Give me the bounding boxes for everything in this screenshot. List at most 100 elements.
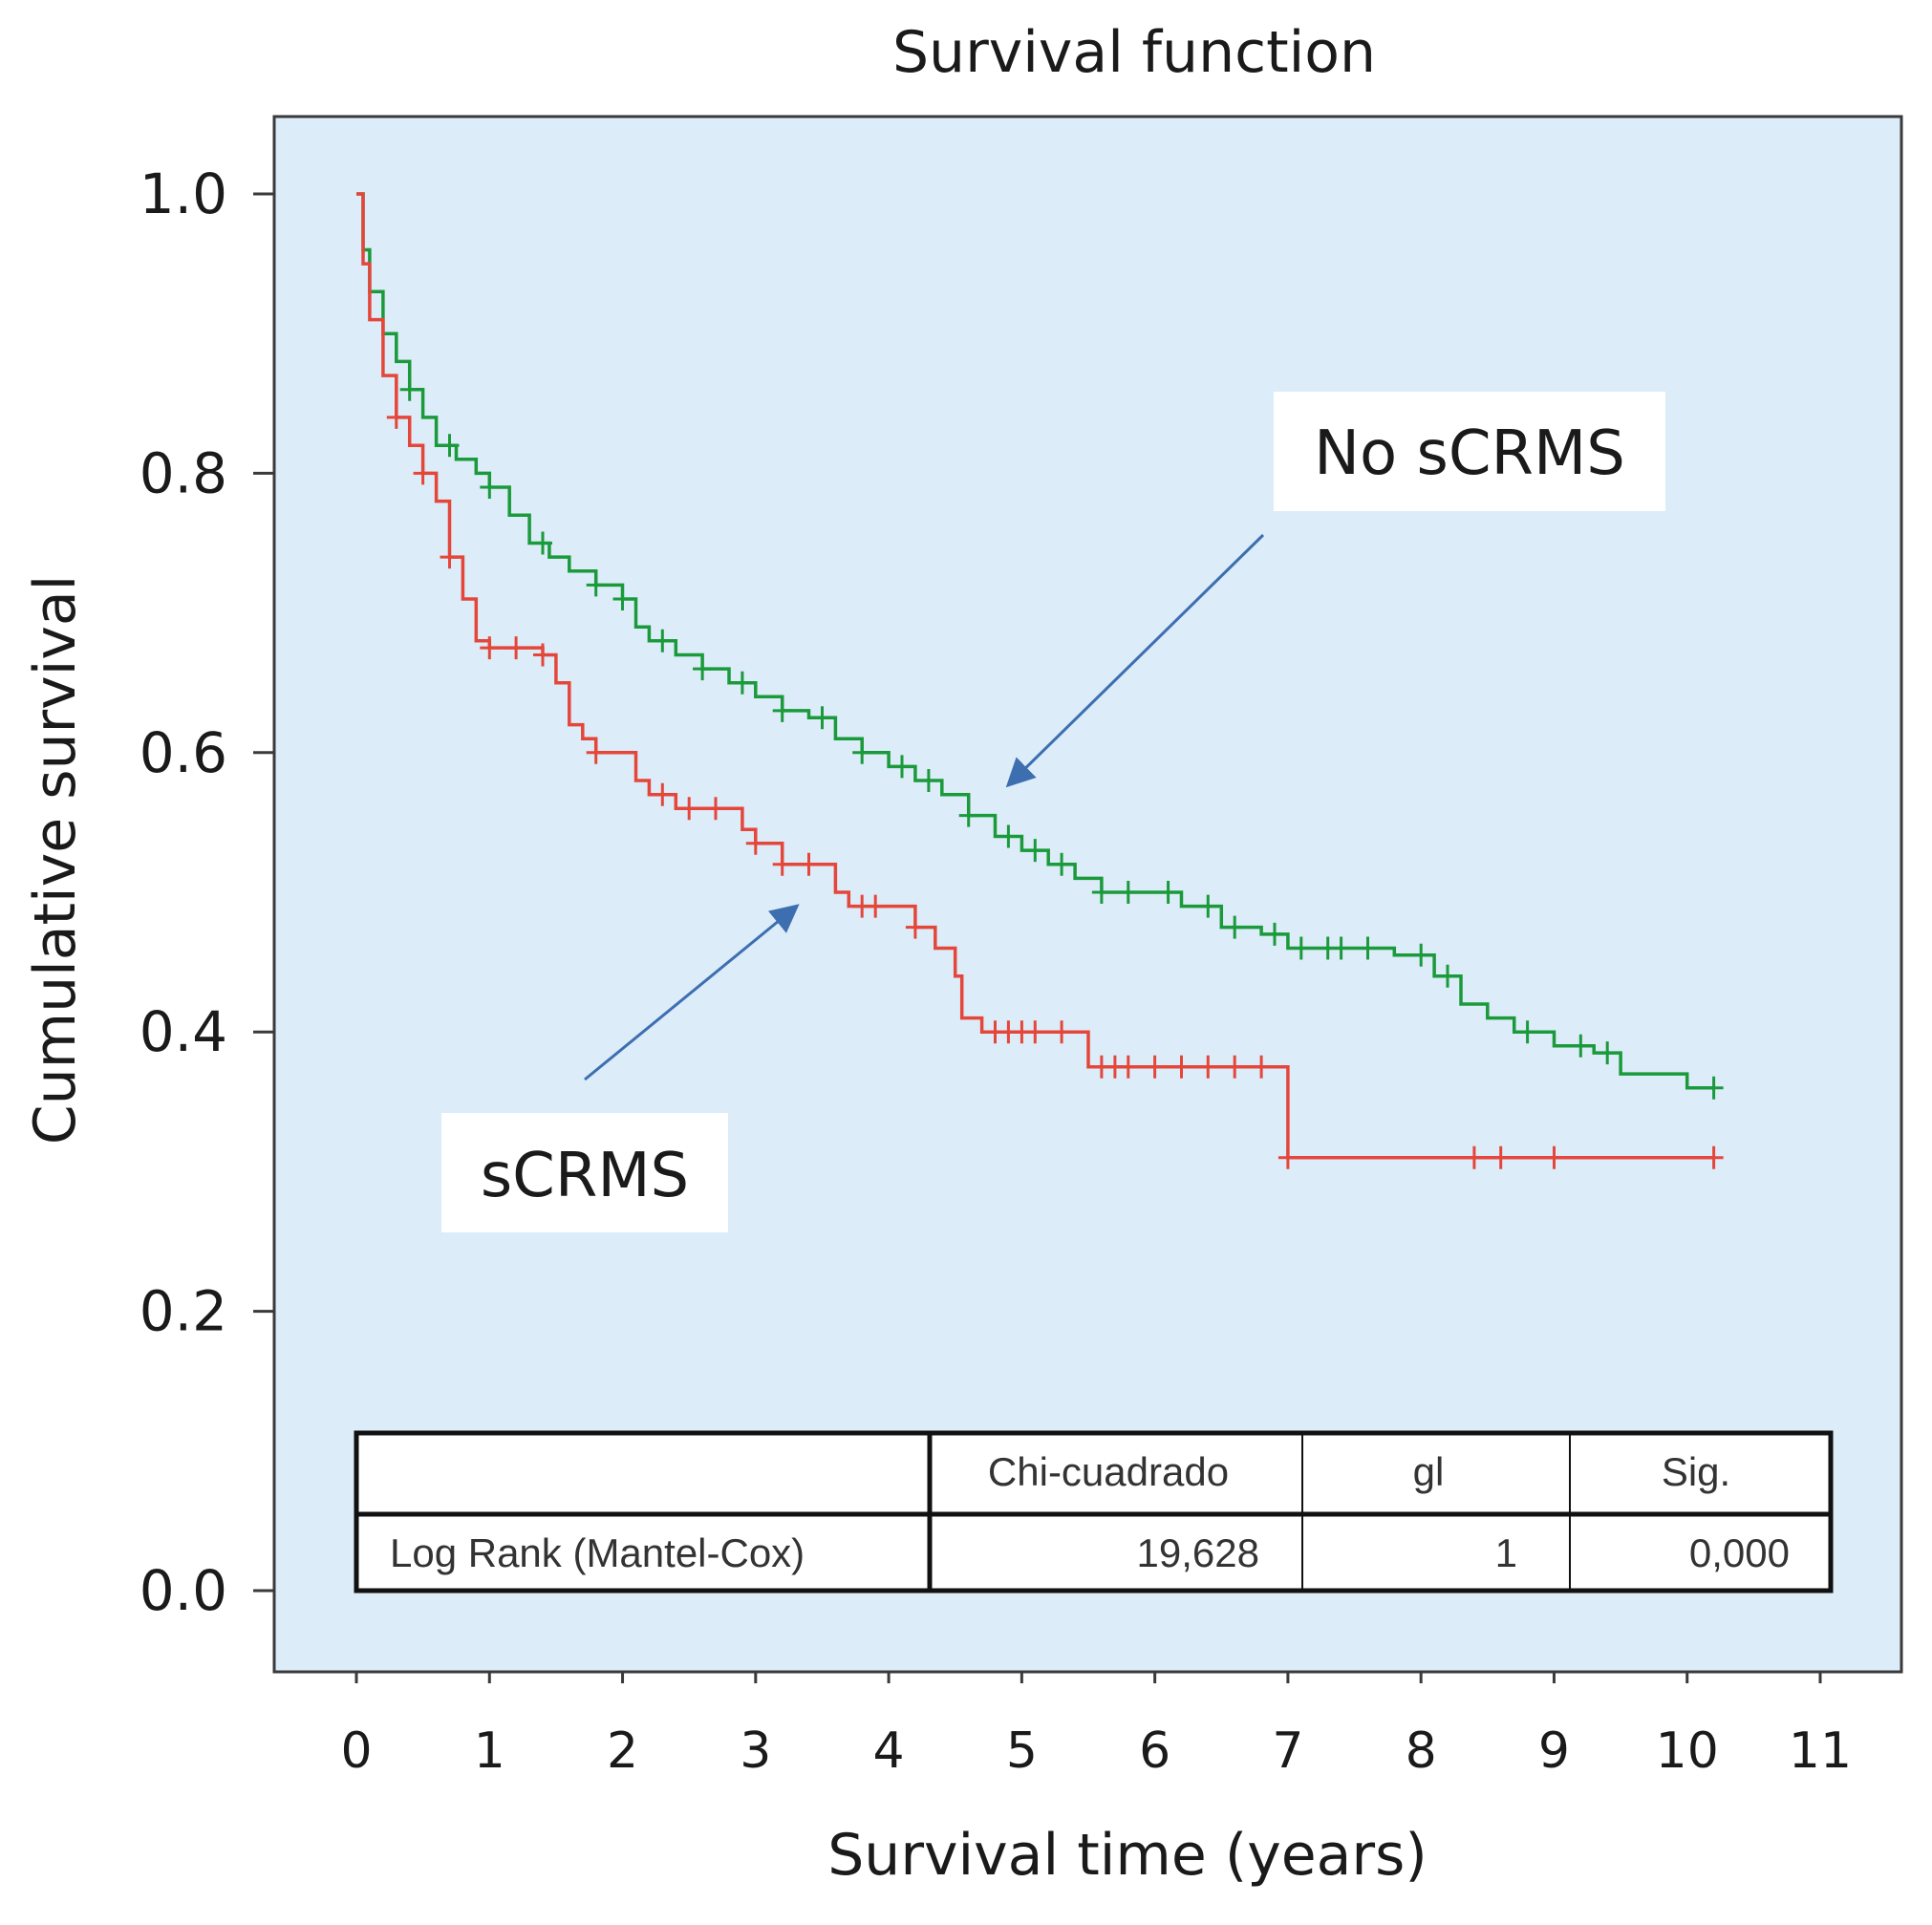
censor-mark-scrms	[653, 782, 673, 806]
censor-mark-scrms	[1171, 1055, 1191, 1079]
stats-header-sig: Sig.	[1662, 1449, 1730, 1494]
censor-mark-no-scrms	[1225, 915, 1245, 939]
x-tick-label: 8	[1406, 1722, 1437, 1780]
stats-row-label: Log Rank (Mantel-Cox)	[390, 1530, 805, 1575]
x-tick-label: 9	[1538, 1722, 1570, 1780]
censor-mark-no-scrms	[1052, 852, 1072, 876]
y-tick-label: 0.0	[140, 1558, 227, 1623]
x-tick-label: 1	[474, 1722, 505, 1780]
y-tick-label: 0.8	[140, 440, 227, 505]
censor-mark-no-scrms	[1198, 894, 1218, 918]
censor-mark-no-scrms	[892, 755, 912, 779]
censor-mark-scrms	[1145, 1055, 1165, 1079]
censor-mark-no-scrms	[1517, 1020, 1537, 1044]
censor-mark-no-scrms	[440, 434, 460, 458]
series-layer	[356, 192, 1724, 1169]
series-line-no-scrms	[356, 192, 1714, 1090]
x-axis-label: Survival time (years)	[827, 1822, 1428, 1889]
censor-mark-no-scrms	[1118, 881, 1138, 904]
censor-mark-scrms	[1704, 1145, 1724, 1169]
censor-mark-no-scrms	[480, 476, 500, 499]
censor-mark-scrms	[799, 852, 819, 876]
stats-header-chi: Chi-cuadrado	[988, 1449, 1229, 1494]
x-tick-label: 7	[1272, 1722, 1303, 1780]
censor-mark-scrms	[440, 545, 460, 569]
stats-header-gl: gl	[1413, 1449, 1445, 1494]
y-axis: 0.0 0.2 0.4 0.6 0.8 1.0	[140, 161, 274, 1623]
censor-mark-scrms	[586, 740, 606, 764]
x-tick-label: 4	[873, 1722, 905, 1780]
scrms-label-box	[441, 1113, 728, 1232]
censor-mark-scrms	[745, 831, 765, 855]
censor-mark-scrms	[1025, 1020, 1045, 1044]
censor-mark-no-scrms	[1411, 943, 1431, 967]
stats-sig-value: 0,000	[1689, 1530, 1790, 1575]
censor-mark-no-scrms	[852, 740, 872, 764]
censor-mark-no-scrms	[1358, 936, 1378, 960]
censor-mark-scrms	[413, 461, 433, 485]
no-scrms-label: No sCRMS	[1314, 418, 1625, 489]
x-tick-label: 3	[740, 1722, 771, 1780]
no-scrms-arrow	[1005, 533, 1265, 788]
scrms-arrow	[584, 904, 800, 1081]
censor-mark-no-scrms	[732, 671, 752, 695]
x-tick-label: 5	[1006, 1722, 1038, 1780]
censor-mark-scrms	[1225, 1055, 1245, 1079]
censor-mark-no-scrms	[1265, 922, 1284, 946]
x-tick-label: 2	[607, 1722, 638, 1780]
censor-mark-no-scrms	[998, 824, 1019, 848]
censor-mark-no-scrms	[772, 698, 792, 722]
censor-mark-scrms	[1252, 1055, 1272, 1079]
censor-mark-scrms	[772, 852, 792, 876]
censor-mark-no-scrms	[653, 629, 673, 652]
censor-mark-scrms	[386, 405, 406, 429]
x-tick-label: 0	[340, 1722, 372, 1780]
stats-gl-value: 1	[1495, 1530, 1517, 1575]
censor-mark-no-scrms	[958, 803, 978, 827]
x-tick-label: 10	[1656, 1722, 1719, 1780]
chart-title: Survival function	[892, 19, 1376, 86]
y-tick-label: 0.2	[140, 1279, 227, 1344]
censor-mark-no-scrms	[1704, 1076, 1724, 1100]
censor-mark-no-scrms	[812, 706, 832, 730]
censor-mark-scrms	[1198, 1055, 1218, 1079]
series-no-scrms	[356, 192, 1724, 1100]
censor-mark-scrms	[1052, 1020, 1072, 1044]
censor-mark-no-scrms	[533, 531, 552, 555]
censor-mark-scrms	[533, 643, 552, 667]
no-scrms-label-box	[1274, 392, 1665, 511]
y-tick-label: 0.6	[140, 720, 227, 785]
censor-mark-no-scrms	[612, 588, 633, 610]
censor-mark-no-scrms	[1091, 881, 1111, 904]
censor-mark-scrms	[506, 636, 526, 660]
x-tick-label: 6	[1139, 1722, 1170, 1780]
censor-mark-scrms	[866, 894, 886, 918]
censor-mark-no-scrms	[1438, 964, 1457, 988]
censor-mark-no-scrms	[918, 769, 938, 792]
scrms-label: sCRMS	[481, 1141, 689, 1211]
censor-mark-scrms	[1277, 1145, 1298, 1169]
censor-mark-scrms	[480, 636, 500, 660]
censor-mark-no-scrms	[1158, 881, 1178, 904]
censor-mark-no-scrms	[1598, 1041, 1618, 1065]
censor-mark-no-scrms	[586, 573, 606, 597]
censor-mark-scrms	[1491, 1145, 1511, 1169]
censor-mark-no-scrms	[1331, 936, 1351, 960]
x-tick-label: 11	[1789, 1722, 1852, 1780]
censor-mark-scrms	[905, 915, 925, 939]
censor-mark-no-scrms	[693, 657, 713, 681]
plot-area	[272, 115, 1903, 1674]
y-tick-label: 1.0	[140, 161, 227, 226]
censor-mark-scrms	[1544, 1145, 1564, 1169]
censor-mark-no-scrms	[1571, 1034, 1591, 1058]
censor-mark-no-scrms	[399, 377, 419, 401]
series-scrms	[356, 192, 1724, 1169]
stats-table: Chi-cuadrado gl Sig. Log Rank (Mantel-Co…	[354, 1430, 1834, 1593]
x-axis: 0 1 2 3 4 5 6 7 8 9 10 11	[340, 1672, 1852, 1780]
stats-chi-value: 19,628	[1137, 1530, 1259, 1575]
y-axis-label: Cumulative survival	[22, 575, 89, 1145]
y-tick-label: 0.4	[140, 999, 227, 1064]
censor-mark-no-scrms	[1025, 839, 1045, 863]
censor-mark-no-scrms	[1291, 936, 1311, 960]
